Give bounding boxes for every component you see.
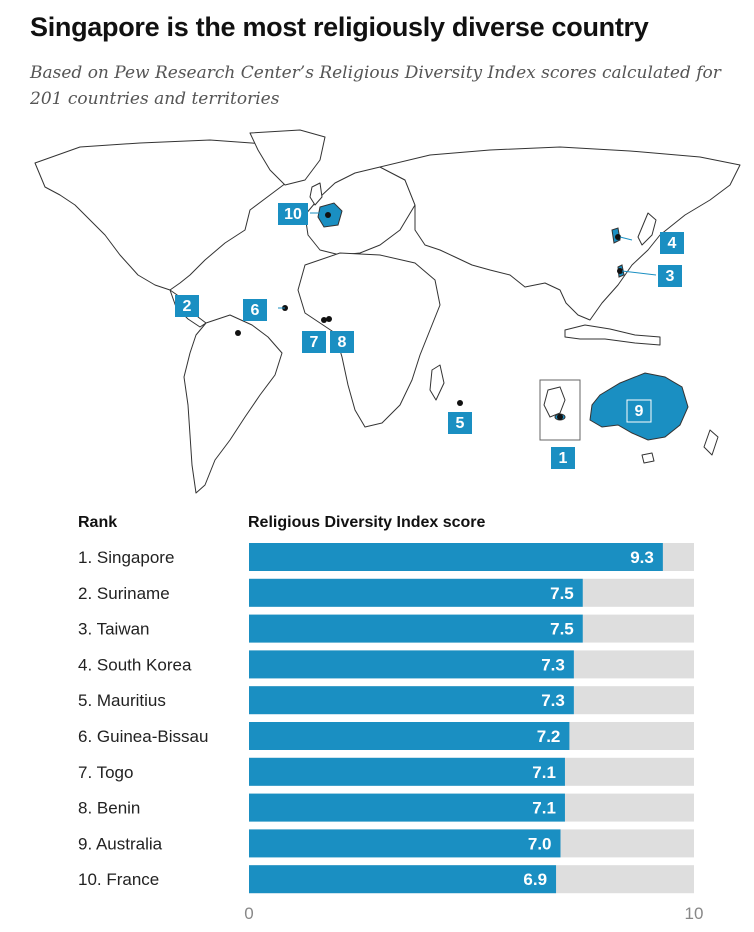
data-label: 7.3	[541, 691, 565, 710]
map-label-togo: 7	[302, 331, 326, 353]
data-label: 7.1	[532, 799, 556, 818]
uk-land	[309, 182, 323, 206]
category-label: 7. Togo	[78, 763, 133, 782]
bar	[249, 865, 557, 894]
bar	[249, 757, 565, 786]
bar	[249, 829, 561, 858]
value-header: Religious Diversity Index score	[248, 514, 486, 531]
bar-row: 4. South Korea 7.3	[78, 650, 694, 679]
map-label-mauritius: 5	[448, 412, 472, 434]
map-label-guinea-bissau: 6	[243, 299, 267, 321]
dot-taiwan	[617, 268, 623, 274]
bar-row: 8. Benin 7.1	[78, 793, 694, 822]
map-label-text: 8	[338, 334, 347, 351]
greenland-land	[249, 129, 326, 186]
bar-row: 10. France 6.9	[78, 865, 694, 894]
inset-peninsula	[543, 386, 566, 418]
map-label-text: 1	[559, 450, 568, 467]
marker-leaders	[278, 212, 657, 309]
north-america-land	[34, 139, 306, 291]
bar-row: 3. Taiwan 7.5	[78, 614, 694, 643]
marker-dots	[235, 212, 623, 420]
bar-row: 6. Guinea-Bissau 7.2	[78, 722, 694, 750]
map-label-france: 10	[278, 203, 308, 225]
category-label: 3. Taiwan	[78, 620, 150, 639]
chart-title: Singapore is the most religiously divers…	[30, 12, 649, 42]
category-label: 5. Mauritius	[78, 691, 166, 710]
map-label-australia: 9	[626, 399, 652, 423]
category-label: 6. Guinea-Bissau	[78, 727, 208, 746]
map-label-text: 5	[456, 415, 465, 432]
map-label-text: 10	[284, 206, 302, 223]
antarctic-island-land	[641, 452, 655, 464]
dot-south-korea	[615, 234, 621, 240]
map-label-taiwan: 3	[658, 265, 682, 287]
madagascar-land	[429, 364, 445, 401]
map-label-text: 2	[183, 298, 192, 315]
dot-france	[325, 212, 331, 218]
bar	[249, 686, 574, 715]
map-label-benin: 8	[330, 331, 354, 353]
europe-land	[304, 166, 416, 256]
data-label: 9.3	[630, 548, 654, 567]
new-zealand-land	[703, 429, 719, 456]
world-map: 1 2 3 4 5 6 7 8 9 10	[34, 129, 741, 494]
bar	[249, 793, 565, 822]
chart-subtitle: Based on Pew Research Center’s Religious…	[30, 63, 721, 109]
rank-labels: 1 2 3 4 5 6 7 8 9 10	[175, 203, 684, 469]
asia-land	[379, 146, 741, 321]
bar-row: 7. Togo 7.1	[78, 757, 694, 786]
data-label: 7.3	[541, 655, 565, 674]
land-masses	[34, 129, 741, 494]
x-tick-label: 10	[685, 904, 704, 923]
bar-row: 5. Mauritius 7.3	[78, 686, 694, 715]
bar-chart: 1. Singapore 9.3 2. Suriname 7.5 3. Taiwan 7.…	[78, 543, 704, 923]
leader-4	[619, 236, 633, 241]
category-label: 9. Australia	[78, 834, 163, 853]
bar	[249, 650, 574, 679]
map-label-text: 9	[635, 403, 644, 420]
dot-suriname	[235, 330, 241, 336]
bar	[249, 578, 583, 607]
map-label-text: 7	[310, 334, 319, 351]
bar-row: 2. Suriname 7.5	[78, 578, 694, 607]
bar-row: 9. Australia 7.0	[78, 829, 694, 858]
data-label: 7.5	[550, 584, 574, 603]
dot-mauritius	[457, 400, 463, 406]
leader-3	[621, 270, 657, 276]
category-label: 8. Benin	[78, 799, 140, 818]
map-label-text: 3	[666, 268, 675, 285]
map-label-south-korea: 4	[660, 232, 684, 254]
bar	[249, 722, 570, 750]
bar	[249, 543, 663, 571]
category-label: 2. Suriname	[78, 584, 170, 603]
map-label-suriname: 2	[175, 295, 199, 317]
dot-benin	[326, 316, 332, 322]
map-label-text: 4	[668, 235, 677, 252]
japan-land	[637, 212, 657, 246]
x-tick-label: 0	[244, 904, 253, 923]
bar-row: 1. Singapore 9.3	[78, 543, 694, 571]
map-label-singapore: 1	[551, 447, 575, 469]
south-america-land	[183, 314, 283, 494]
dot-togo	[321, 317, 327, 323]
singapore-inset	[539, 379, 581, 441]
bar	[249, 614, 583, 643]
category-label: 4. South Korea	[78, 655, 192, 674]
map-label-text: 6	[251, 302, 260, 319]
africa-land	[297, 252, 441, 428]
data-label: 7.2	[537, 727, 561, 746]
data-label: 6.9	[523, 870, 547, 889]
data-label: 7.1	[532, 763, 556, 782]
indonesia-land	[564, 324, 661, 346]
category-label: 10. France	[78, 870, 159, 889]
data-label: 7.5	[550, 620, 574, 639]
rank-header: Rank	[78, 514, 118, 531]
category-label: 1. Singapore	[78, 548, 174, 567]
data-label: 7.0	[528, 834, 552, 853]
dot-singapore	[557, 414, 563, 420]
